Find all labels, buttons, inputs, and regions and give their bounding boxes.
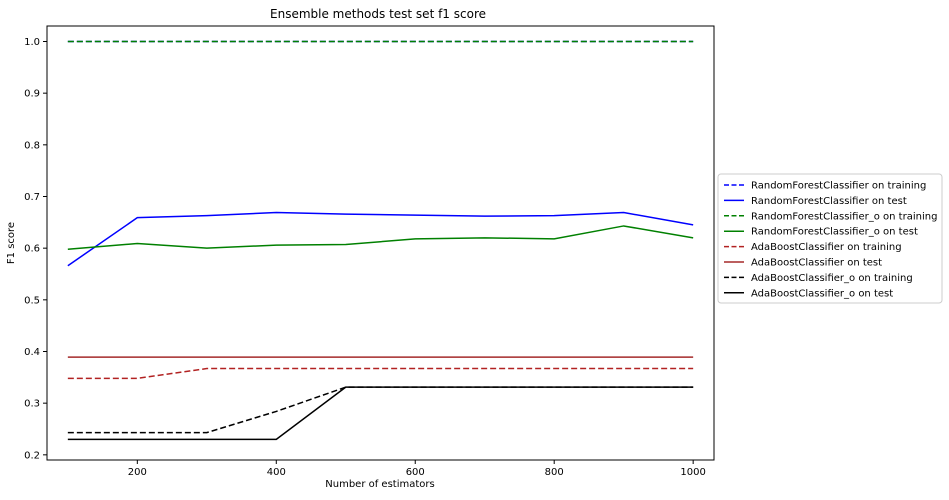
legend-label: RandomForestClassifier on test	[751, 196, 907, 207]
series-line-3	[67, 225, 694, 250]
legend-label: AdaBoostClassifier_o on test	[751, 288, 893, 299]
y-axis: 0.2 0.3 0.4 0.5 0.6 0.7 0.8 0.9 1.0	[24, 37, 47, 461]
y-tick-label: 0.2	[24, 450, 40, 461]
y-tick-label: 1.0	[24, 37, 40, 48]
axes-frame	[46, 25, 715, 461]
y-tick-label: 0.4	[24, 347, 40, 358]
chart-title: Ensemble methods test set f1 score	[270, 7, 486, 21]
legend-label: AdaBoostClassifier on training	[751, 242, 902, 253]
legend-box	[717, 173, 943, 304]
x-tick-label: 600	[406, 467, 425, 478]
y-axis-label: F1 score	[6, 222, 17, 264]
y-tick-label: 0.5	[24, 295, 40, 306]
legend-label: RandomForestClassifier on training	[751, 181, 926, 192]
x-tick-label: 400	[267, 467, 286, 478]
y-tick-label: 0.9	[24, 89, 40, 100]
y-tick-label: 0.7	[24, 192, 40, 203]
x-axis-label: Number of estimators	[325, 479, 434, 490]
legend-label: AdaBoostClassifier on test	[751, 258, 882, 269]
plot-area	[67, 40, 694, 441]
x-tick-label: 200	[128, 467, 147, 478]
legend-label: RandomForestClassifier_o on training	[751, 211, 937, 222]
y-tick-label: 0.3	[24, 399, 40, 410]
series-line-7	[67, 386, 694, 441]
y-tick-label: 0.6	[24, 244, 40, 255]
series-line-1	[67, 211, 694, 267]
y-tick-label: 0.8	[24, 140, 40, 151]
x-tick-label: 1000	[680, 467, 705, 478]
legend-label: AdaBoostClassifier_o on training	[751, 273, 913, 284]
legend: RandomForestClassifier on training Random…	[717, 173, 943, 304]
legend-label: RandomForestClassifier_o on test	[751, 227, 918, 238]
x-axis: 200 400 600 800 1000	[128, 460, 706, 478]
x-tick-label: 800	[545, 467, 564, 478]
series-line-4	[67, 367, 694, 380]
